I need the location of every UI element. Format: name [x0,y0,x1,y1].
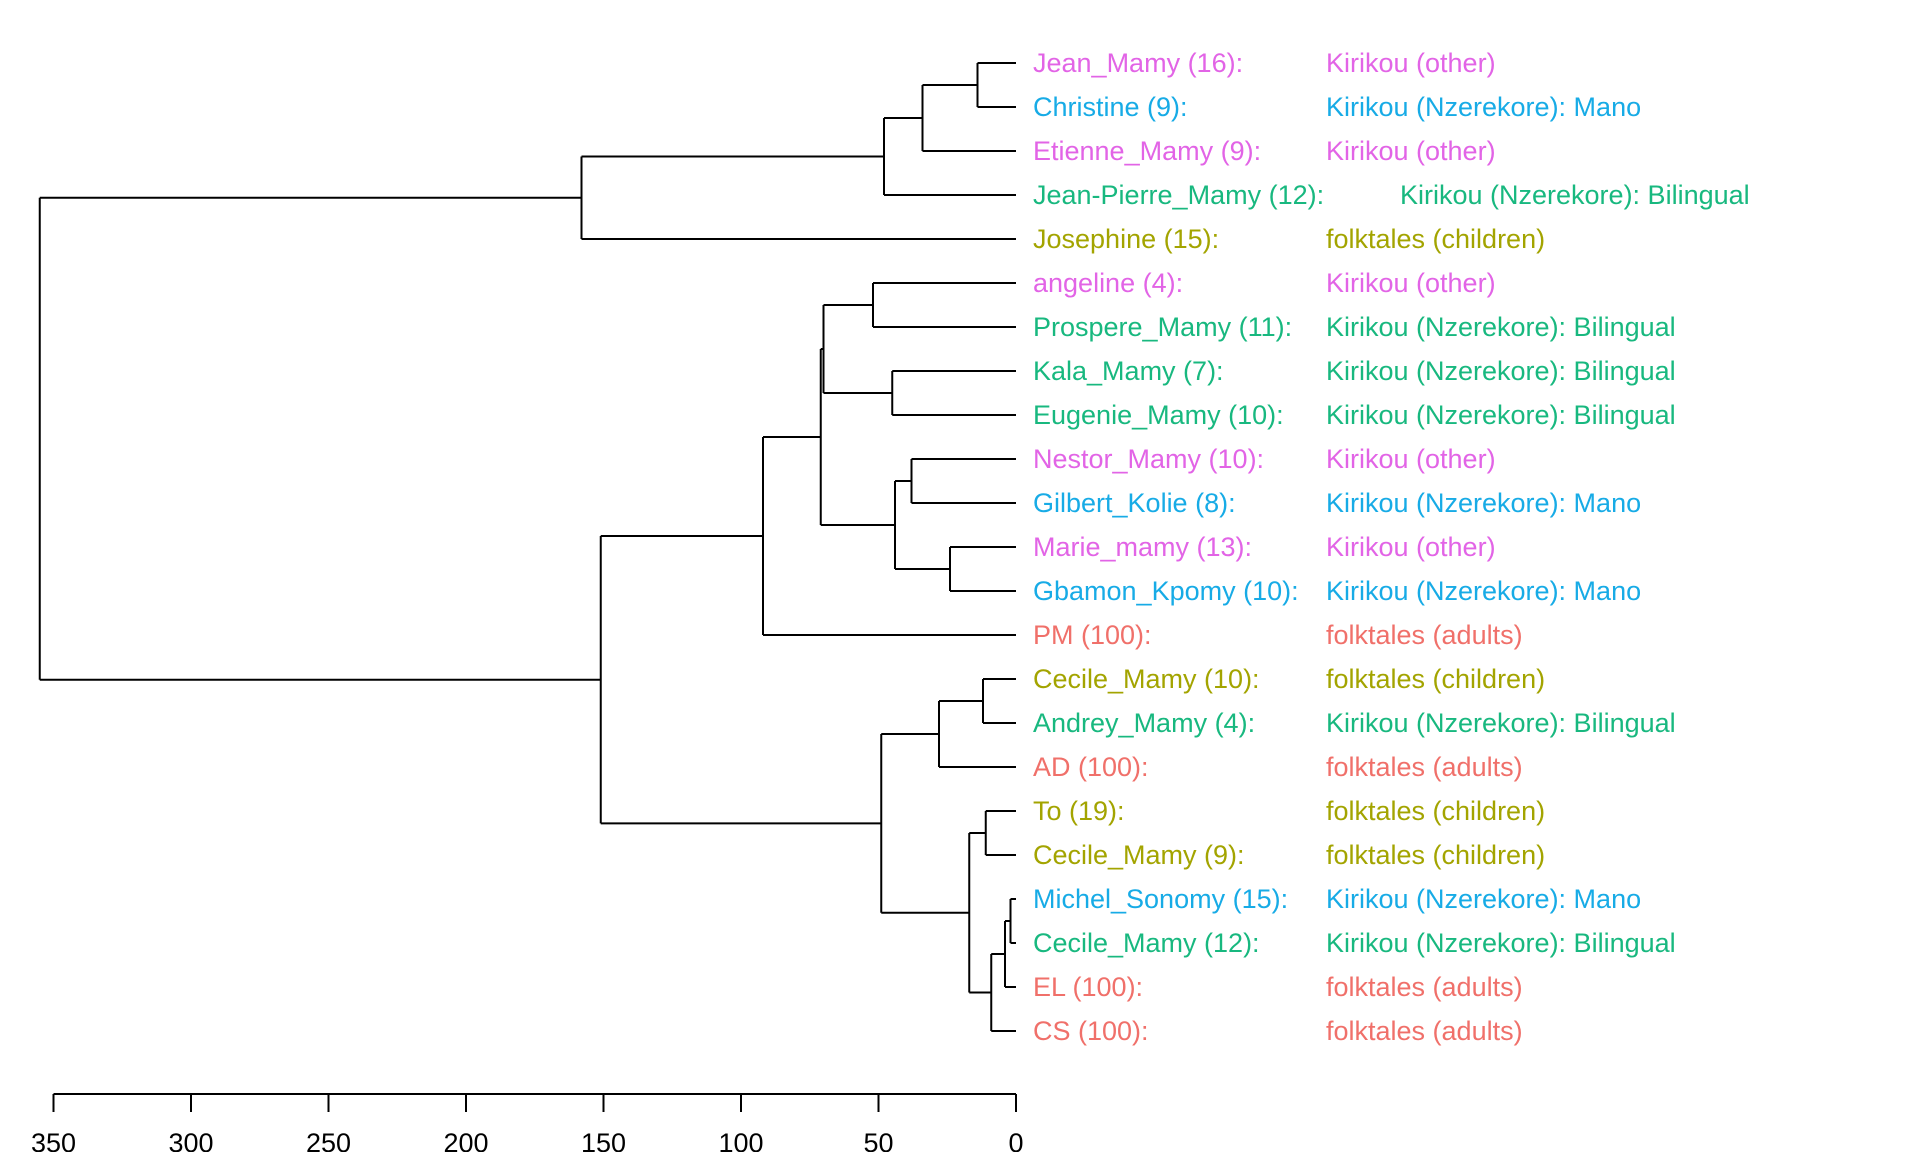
leaf-group-label: Kirikou (other) [1326,532,1496,562]
leaf-labels: Jean_Mamy (16): Kirikou (other) Christine … [1033,48,1750,1046]
merge-n13 [982,678,1016,724]
merge-n18 [990,953,1016,1032]
merge-n1 [976,62,1016,108]
merge-n11 [819,348,895,526]
leaf-label: Andrey_Mamy (4): [1033,708,1255,738]
leaf-group-label: Kirikou (Nzerekore): Bilingual [1326,356,1676,386]
merge-n4 [580,155,1016,240]
x-tick-label: 350 [31,1128,76,1152]
leaf-group-label: folktales (children) [1326,796,1545,826]
leaf-label: To (19): [1033,796,1125,826]
leaf-label: Prospere_Mamy (11): [1033,312,1292,342]
leaf-group-label: Kirikou (other) [1326,48,1496,78]
leaf-label: AD (100): [1033,752,1149,782]
merge-n5 [872,282,1016,328]
leaf-group-label: folktales (adults) [1326,1016,1523,1046]
leaf-label: angeline (4): [1033,268,1183,298]
merge-n19 [968,832,992,994]
leaf-label: Cecile_Mamy (12): [1033,928,1260,958]
leaf-group-label: Kirikou (other) [1326,444,1496,474]
leaf-group-label: folktales (adults) [1326,972,1523,1002]
leaf-label: Cecile_Mamy (10): [1033,664,1260,694]
x-axis: 350 300 250 200 150 100 50 0 [31,1093,1024,1152]
leaf-label: Michel_Sonomy (15): [1033,884,1288,914]
leaf-group-label: Kirikou (Nzerekore): Mano [1326,884,1641,914]
leaf-label: EL (100): [1033,972,1143,1002]
leaf-group-label: folktales (adults) [1326,752,1523,782]
merge-n22 [38,196,601,681]
leaf-group-label: folktales (children) [1326,840,1545,870]
merge-n9 [949,546,1016,592]
leaf-group-label: Kirikou (Nzerekore): Mano [1326,92,1641,122]
leaf-group-label: Kirikou (Nzerekore): Bilingual [1326,312,1676,342]
merge-n20 [880,733,970,914]
leaf-label: Gbamon_Kpomy (10): [1033,576,1299,606]
x-tick-label: 300 [168,1128,213,1152]
leaf-group-label: Kirikou (Nzerekore): Bilingual [1326,400,1676,430]
leaf-label: Christine (9): [1033,92,1188,122]
merge-n2 [921,84,1016,152]
leaf-group-label: folktales (adults) [1326,620,1523,650]
merge-n21 [599,535,882,825]
merge-n8 [910,458,1016,504]
x-tick-label: 0 [1008,1128,1023,1152]
leaf-label: CS (100): [1033,1016,1149,1046]
leaf-label: Jean-Pierre_Mamy (12): [1033,180,1324,210]
merge-n6 [891,370,1016,416]
leaf-group-label: Kirikou (Nzerekore): Bilingual [1326,928,1676,958]
leaf-group-label: Kirikou (Nzerekore): Mano [1326,488,1641,518]
leaf-group-label: Kirikou (other) [1326,136,1496,166]
merge-n15 [984,810,1016,856]
leaf-group-label: folktales (children) [1326,664,1545,694]
leaf-group-label: Kirikou (Nzerekore): Mano [1326,576,1641,606]
leaf-group-label: Kirikou (other) [1326,268,1496,298]
leaf-label: Kala_Mamy (7): [1033,356,1224,386]
x-tick-label: 250 [306,1128,351,1152]
leaf-group-label: folktales (children) [1326,224,1545,254]
x-tick-label: 50 [863,1128,893,1152]
merge-n16 [1009,898,1016,944]
x-tick-label: 100 [718,1128,763,1152]
leaf-label: Etienne_Mamy (9): [1033,136,1261,166]
leaf-label: Josephine (15): [1033,224,1219,254]
dendrogram-branches [38,62,1016,1032]
x-tick-label: 200 [443,1128,488,1152]
merge-n7 [822,304,893,394]
leaf-label: Cecile_Mamy (9): [1033,840,1245,870]
leaf-label: Eugenie_Mamy (10): [1033,400,1284,430]
merge-n14 [938,700,1016,768]
merge-n12 [762,436,1016,636]
leaf-label: Nestor_Mamy (10): [1033,444,1264,474]
leaf-label: Jean_Mamy (16): [1033,48,1243,78]
leaf-group-label: Kirikou (Nzerekore): Bilingual [1326,708,1676,738]
merge-n3 [883,117,1016,196]
merge-n10 [894,480,950,570]
leaf-group-label: Kirikou (Nzerekore): Bilingual [1400,180,1750,210]
x-tick-label: 150 [581,1128,626,1152]
leaf-label: Gilbert_Kolie (8): [1033,488,1236,518]
leaf-label: PM (100): [1033,620,1152,650]
leaf-label: Marie_mamy (13): [1033,532,1252,562]
